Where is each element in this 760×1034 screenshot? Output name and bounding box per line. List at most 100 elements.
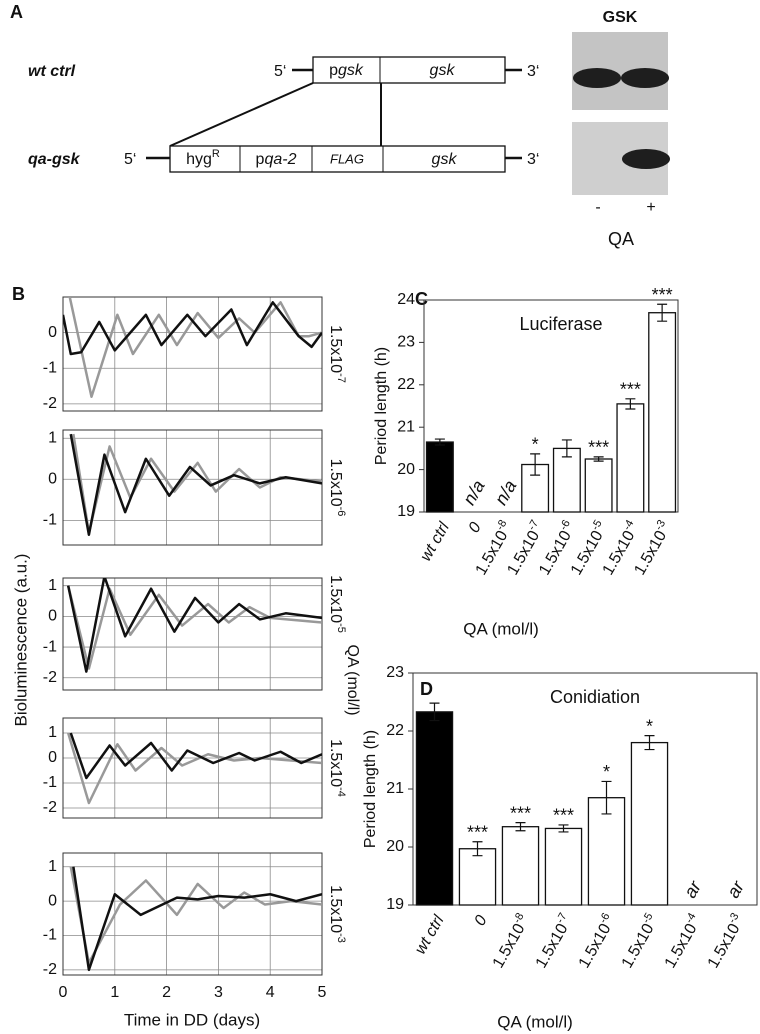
y-tick-label: 24 [397, 291, 415, 308]
concentration-label: 1.5x10-5 [327, 575, 347, 633]
error-bar [434, 438, 445, 446]
y-tick-label: 19 [397, 503, 415, 520]
y-tick-label: -1 [43, 927, 57, 944]
y-tick-label: 20 [386, 838, 404, 855]
x-tick-label: 0 [471, 913, 490, 929]
significance: *** [510, 803, 531, 823]
y-tick-label: -2 [43, 669, 57, 686]
promoter: pgsk [329, 62, 364, 79]
marker-sup: R [212, 148, 220, 160]
gene: qa-2 [264, 151, 296, 168]
error-bar [429, 702, 440, 722]
three-prime: 3‘ [527, 151, 539, 168]
y-tick-label: 1 [48, 858, 57, 875]
x-tick-label: wt ctrl [412, 912, 448, 957]
error-bar [593, 456, 604, 462]
series-line [68, 297, 322, 398]
series-line [72, 433, 322, 534]
y-tick-label: 0 [48, 608, 57, 625]
concentration-label: 1.5x10-6 [327, 459, 347, 517]
significance: * [532, 435, 539, 455]
y-tick-label: 0 [48, 749, 57, 766]
y-tick-label: 1 [48, 429, 57, 446]
y-tick-label: -1 [43, 774, 57, 791]
recombination-line [169, 82, 314, 147]
blot-title: GSK [603, 9, 638, 26]
panel-label: A [10, 2, 23, 22]
panel-label: D [420, 679, 433, 699]
lane-axis-label: QA [608, 229, 634, 249]
plot-frame [62, 852, 323, 976]
plot-frame [412, 672, 758, 906]
error-bar [558, 824, 569, 833]
three-prime: 3‘ [527, 63, 539, 80]
error-bar [657, 303, 668, 322]
x-tick-label: 0 [59, 984, 68, 1001]
y-tick-label: 22 [397, 376, 415, 393]
prefix: p [329, 62, 338, 79]
y-tick-label: 23 [386, 664, 404, 681]
x-axis-label: QA (mol/l) [463, 619, 539, 638]
gene: gsk [430, 62, 456, 79]
series-line [69, 866, 322, 965]
x-tick-label: wt ctrl [417, 519, 453, 564]
bar [501, 826, 540, 906]
concentration-label: 1.5x10-4 [327, 739, 347, 797]
series-line [69, 433, 322, 536]
annotation: n/a [491, 477, 521, 509]
x-tick-label: 1.5x10-7 [530, 911, 577, 971]
bar [415, 711, 454, 906]
concentration-label: 1.5x10-7 [327, 325, 347, 383]
bar [587, 797, 626, 906]
significance: * [603, 762, 610, 782]
error-bar [625, 398, 636, 410]
y-tick-label: 1 [48, 577, 57, 594]
y-tick-label: 21 [386, 780, 404, 797]
marker-text: hyg [186, 151, 212, 168]
error-bar [644, 735, 655, 751]
y-tick-label: 22 [386, 722, 404, 739]
x-tick-label: 1.5x10-3 [629, 518, 676, 578]
y-tick-label: 21 [397, 418, 415, 435]
x-axis-label: Time in DD (days) [124, 1010, 260, 1029]
y-tick-label: 0 [48, 892, 57, 909]
significance: *** [588, 438, 609, 458]
y-tick-label: -1 [43, 359, 57, 376]
annotation: n/a [459, 477, 489, 509]
five-prime: 5‘ [124, 151, 136, 168]
series-line [69, 732, 322, 780]
band [622, 149, 670, 169]
gene: gsk [432, 151, 458, 168]
x-tick-label: 1.5x10-4 [659, 911, 706, 971]
bar [552, 447, 581, 513]
bar [630, 741, 669, 906]
five-prime: 5‘ [274, 63, 286, 80]
series-line [66, 585, 322, 670]
significance: *** [652, 285, 673, 305]
y-tick-label: -2 [43, 961, 57, 978]
strain-label: wt ctrl [28, 63, 76, 80]
error-bar [530, 453, 541, 476]
series-line [72, 866, 322, 972]
x-tick-label: 1.5x10-5 [616, 911, 663, 971]
panel-label: C [415, 289, 428, 309]
y-tick-label: -1 [43, 512, 57, 529]
y-axis-label: Period length (h) [362, 730, 379, 848]
bar [616, 403, 645, 513]
bar [544, 827, 583, 906]
bar [458, 848, 497, 906]
plot-frame [62, 429, 323, 546]
panel-label: B [12, 284, 25, 304]
promoter: pqa-2 [256, 151, 297, 168]
y-tick-label: 23 [397, 334, 415, 351]
prefix: p [256, 151, 265, 168]
marker: hygR [186, 148, 220, 168]
y-tick-label: -2 [43, 799, 57, 816]
x-tick-label: 5 [318, 984, 327, 1001]
series-line [63, 301, 322, 356]
significance: *** [553, 806, 574, 826]
side-label: QA (mol/l) [344, 644, 361, 715]
plot-frame [62, 296, 323, 412]
bar [425, 441, 454, 513]
annotation: ar [680, 877, 706, 902]
